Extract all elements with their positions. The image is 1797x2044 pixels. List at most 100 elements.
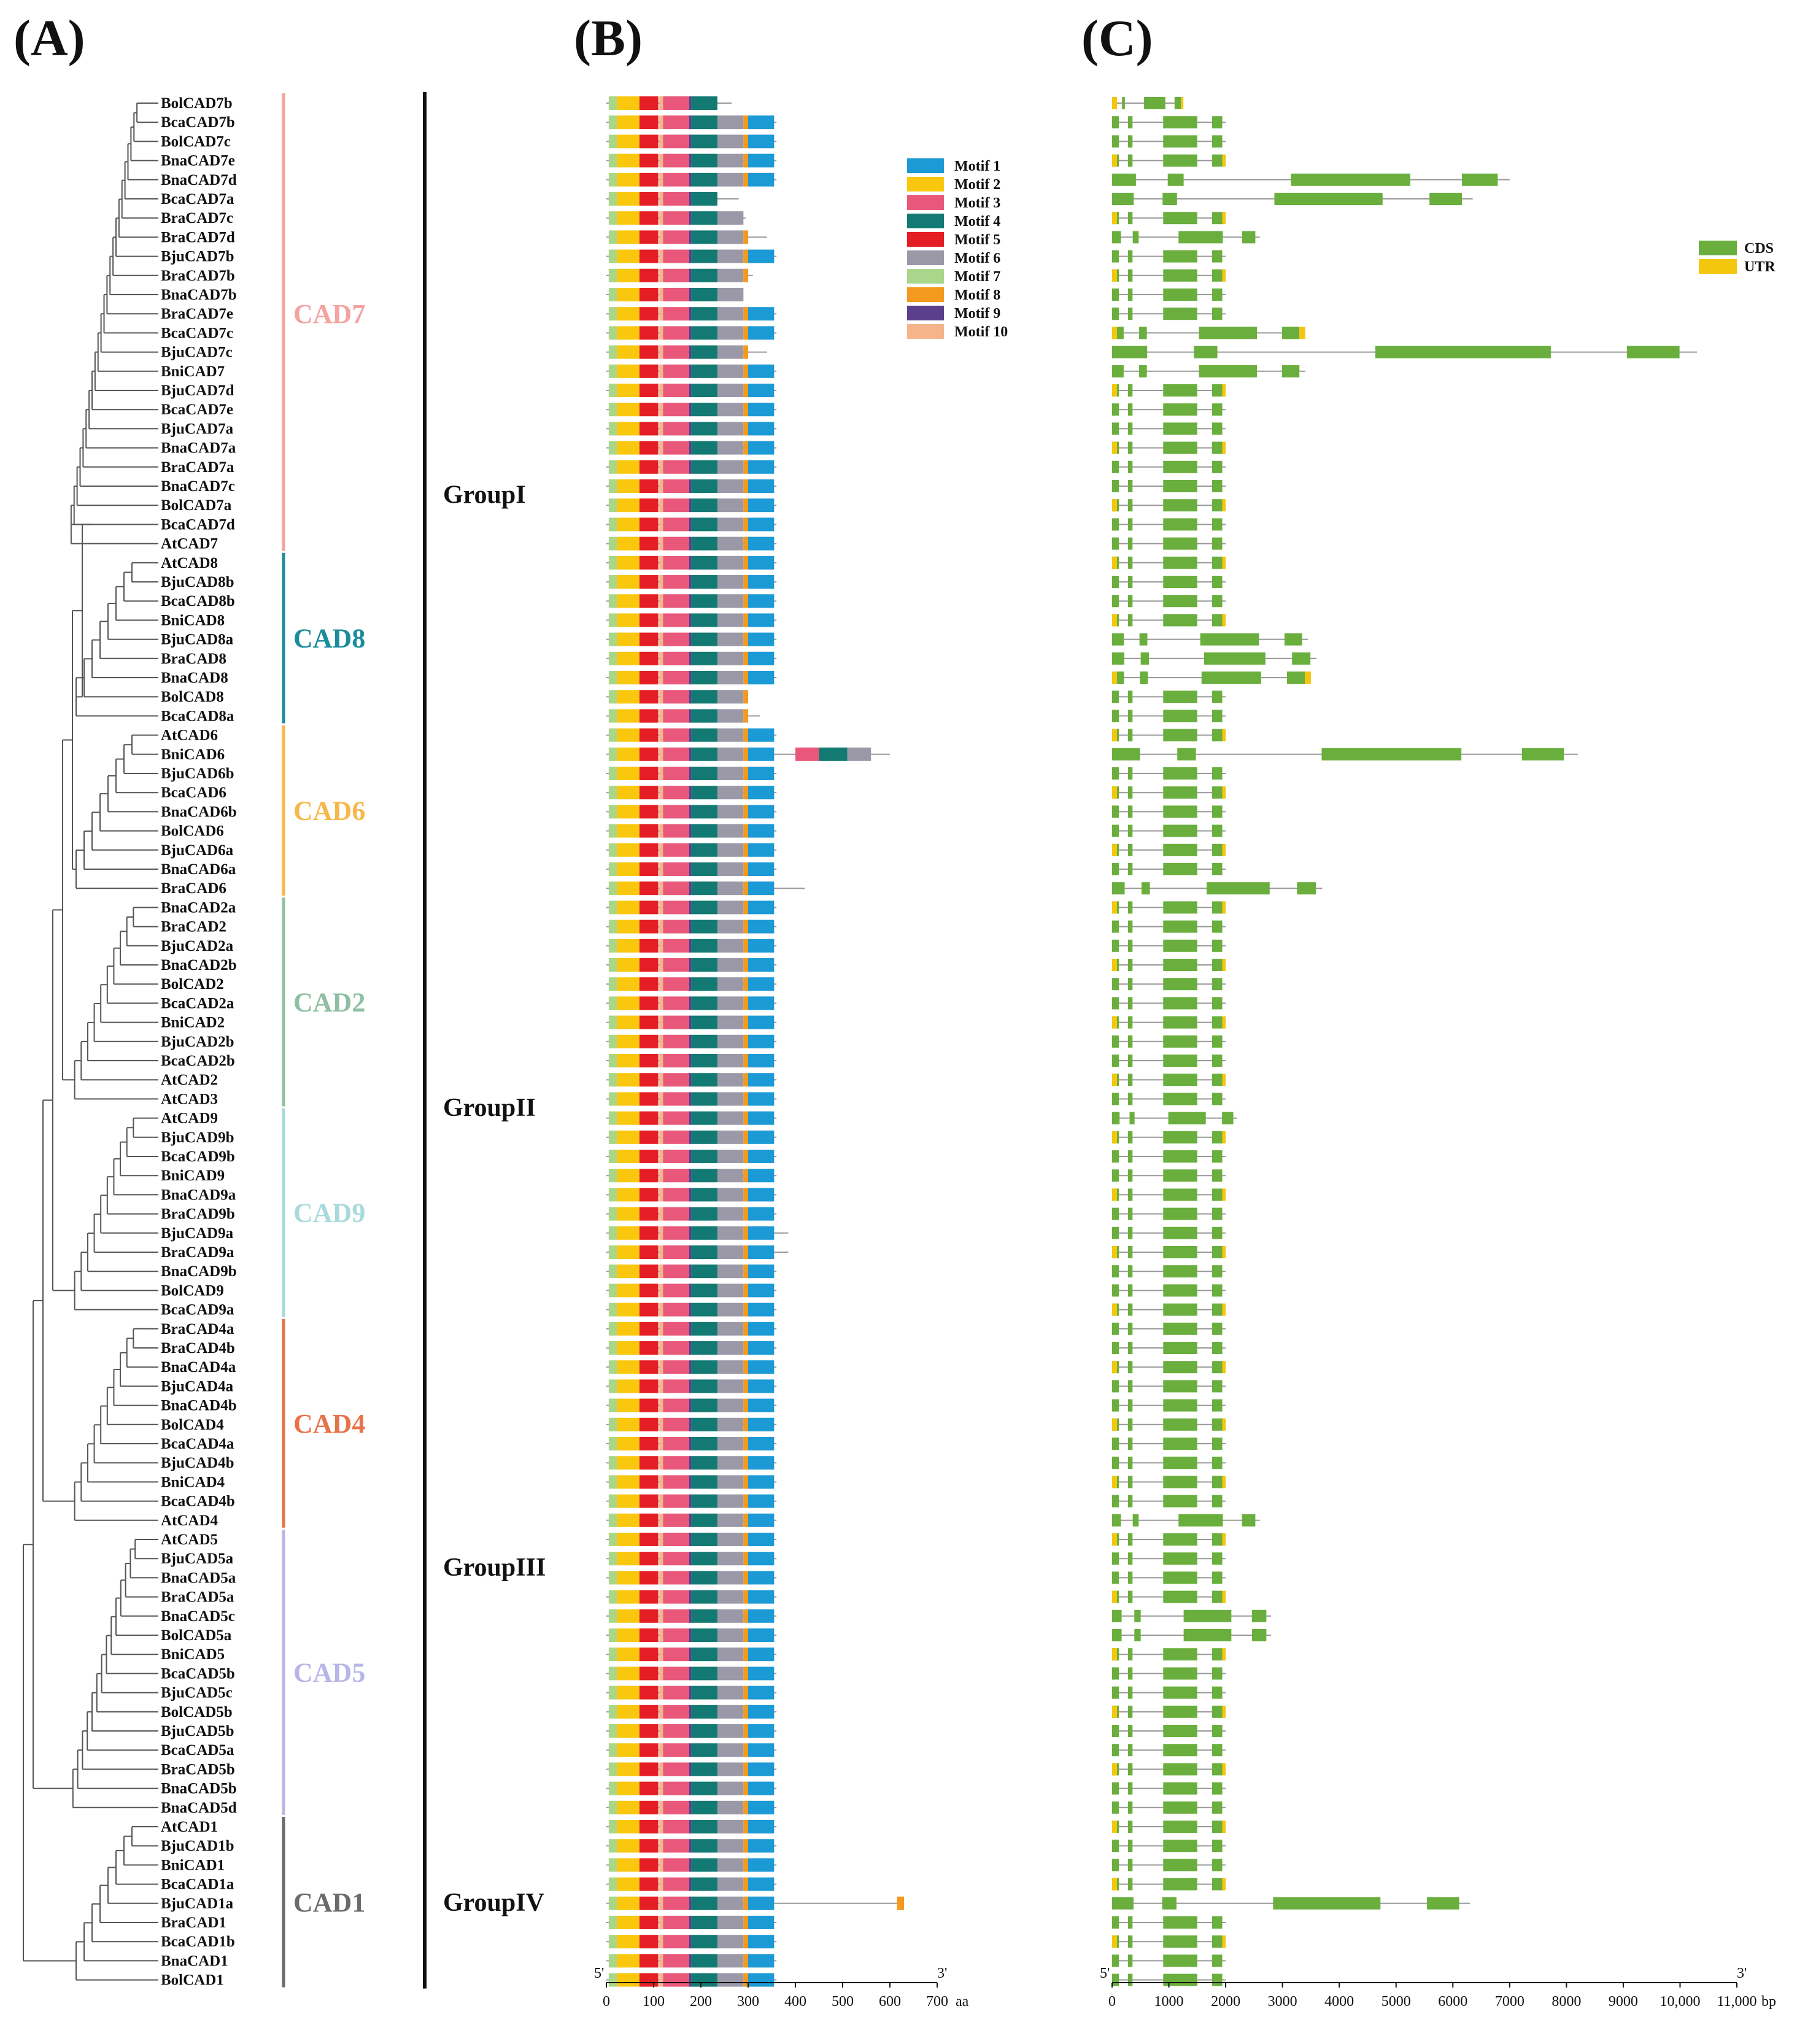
motif-5-block xyxy=(639,1437,659,1450)
motif-4-block xyxy=(691,1092,717,1106)
cds-block xyxy=(1163,863,1197,875)
motif-6-block xyxy=(717,1054,744,1067)
motif-8-block xyxy=(743,230,748,244)
gene-label-bnicad8: BniCAD8 xyxy=(161,612,225,629)
motif-9-block xyxy=(689,958,692,972)
motif-7-block xyxy=(608,651,617,665)
motif-3-block xyxy=(663,1686,689,1700)
motif-4-block xyxy=(691,153,717,168)
motif-4-block xyxy=(691,709,717,723)
motif-1-block xyxy=(748,1111,775,1125)
motif-4-block xyxy=(691,288,717,301)
motif-9-block xyxy=(689,517,692,532)
motif-5-block xyxy=(639,1379,659,1393)
motif-4-block xyxy=(691,172,717,187)
motif-7-block xyxy=(608,843,617,857)
motif-6-block xyxy=(717,1935,744,1949)
motif-5-block xyxy=(639,153,659,168)
motif-5-block xyxy=(639,1207,659,1221)
cds-block xyxy=(1127,1725,1133,1737)
motif-5-block xyxy=(639,671,659,684)
cds-block xyxy=(1163,269,1197,282)
cds-block xyxy=(1163,116,1197,129)
gene-label-bjucad7d: BjuCAD7d xyxy=(161,382,234,399)
gene-label-atcad5: AtCAD5 xyxy=(161,1531,218,1548)
cds-block xyxy=(1163,1016,1197,1029)
gene-label-bcacad5a: BcaCAD5a xyxy=(161,1742,234,1759)
cds-block xyxy=(1112,1744,1119,1757)
cds-block xyxy=(1212,212,1223,225)
motif-6-block xyxy=(717,1743,744,1757)
cds-block xyxy=(1212,1438,1223,1450)
motif-3-block xyxy=(663,1111,689,1125)
motif-1-block xyxy=(748,172,775,187)
motif-8-block xyxy=(743,613,748,627)
motif-7-block xyxy=(608,1724,617,1738)
cds-block xyxy=(1163,537,1197,550)
cds-block xyxy=(1212,920,1223,933)
gene-label-atcad6: AtCAD6 xyxy=(161,727,218,744)
cds-block xyxy=(1112,480,1119,492)
motif-4-block xyxy=(691,1054,717,1067)
cds-block xyxy=(1183,1629,1232,1641)
motif-10-block xyxy=(659,556,663,570)
motif-9-block xyxy=(689,690,692,704)
motif-9-block xyxy=(689,1150,692,1163)
motif-6-block xyxy=(717,172,744,187)
cds-block xyxy=(1212,1495,1223,1508)
utr-block xyxy=(1112,843,1117,856)
motif-8-block xyxy=(743,1226,748,1240)
motif-2-block xyxy=(616,1916,640,1929)
motif-2-block xyxy=(616,1130,640,1144)
motif-1-block xyxy=(748,651,775,665)
motif-2-block xyxy=(616,1724,640,1738)
motif-7-block xyxy=(608,805,617,819)
cds-block xyxy=(1112,1169,1119,1182)
motif-4-block xyxy=(691,651,717,665)
panel-label-c: (C) xyxy=(1081,10,1153,67)
motif-7-block xyxy=(608,862,617,876)
utr-block xyxy=(1222,1246,1226,1258)
motif-1-block xyxy=(748,1705,775,1719)
motif-9-block xyxy=(689,805,692,819)
gene-label-bracad2: BraCAD2 xyxy=(161,919,226,935)
cds-block xyxy=(1112,1284,1119,1297)
gene-label-bnicad7: BniCAD7 xyxy=(161,363,225,380)
gene-axis-tick-label: 7000 xyxy=(1495,1994,1525,2010)
motif-5-block xyxy=(639,1111,659,1125)
motif-9-block xyxy=(689,1667,692,1681)
motif-8-block xyxy=(743,1456,748,1470)
motif-8-block xyxy=(743,1533,748,1546)
cds-block xyxy=(1112,1457,1119,1469)
motif-6-block xyxy=(717,479,744,493)
gene-axis-tick-label: 3000 xyxy=(1268,1994,1297,2010)
motif-4-block xyxy=(691,364,717,378)
motif-3-block xyxy=(663,1437,689,1450)
cds-block xyxy=(1134,1629,1141,1641)
motif-4-block xyxy=(691,211,717,225)
motif-4-block xyxy=(691,1494,717,1508)
utr-block xyxy=(1112,1648,1117,1661)
cds-block xyxy=(1163,1859,1197,1872)
motif-5-block xyxy=(639,1054,659,1067)
motif-9-block xyxy=(689,153,692,168)
motif-10-block xyxy=(659,1935,663,1949)
motif-9-block xyxy=(689,460,692,474)
motif-6-block xyxy=(717,384,744,397)
motif-9-block xyxy=(689,1341,692,1355)
motif-9-block xyxy=(689,1398,692,1412)
motif-5-block xyxy=(639,1398,659,1412)
motif-10-block xyxy=(659,1245,663,1259)
motif-10-block xyxy=(659,767,663,780)
motif-5-block xyxy=(639,709,659,723)
motif-7-block xyxy=(608,192,617,206)
cds-block xyxy=(1127,1744,1133,1757)
gene-label-bnicad1: BniCAD1 xyxy=(161,1857,225,1873)
motif-6-block xyxy=(717,1341,744,1355)
motif-1-block xyxy=(748,824,775,838)
motif-4-block xyxy=(691,1916,717,1929)
motif-9-block xyxy=(689,1015,692,1029)
motif-5-block xyxy=(639,805,659,819)
cds-block xyxy=(1112,1782,1119,1795)
motif-9-block xyxy=(689,786,692,800)
